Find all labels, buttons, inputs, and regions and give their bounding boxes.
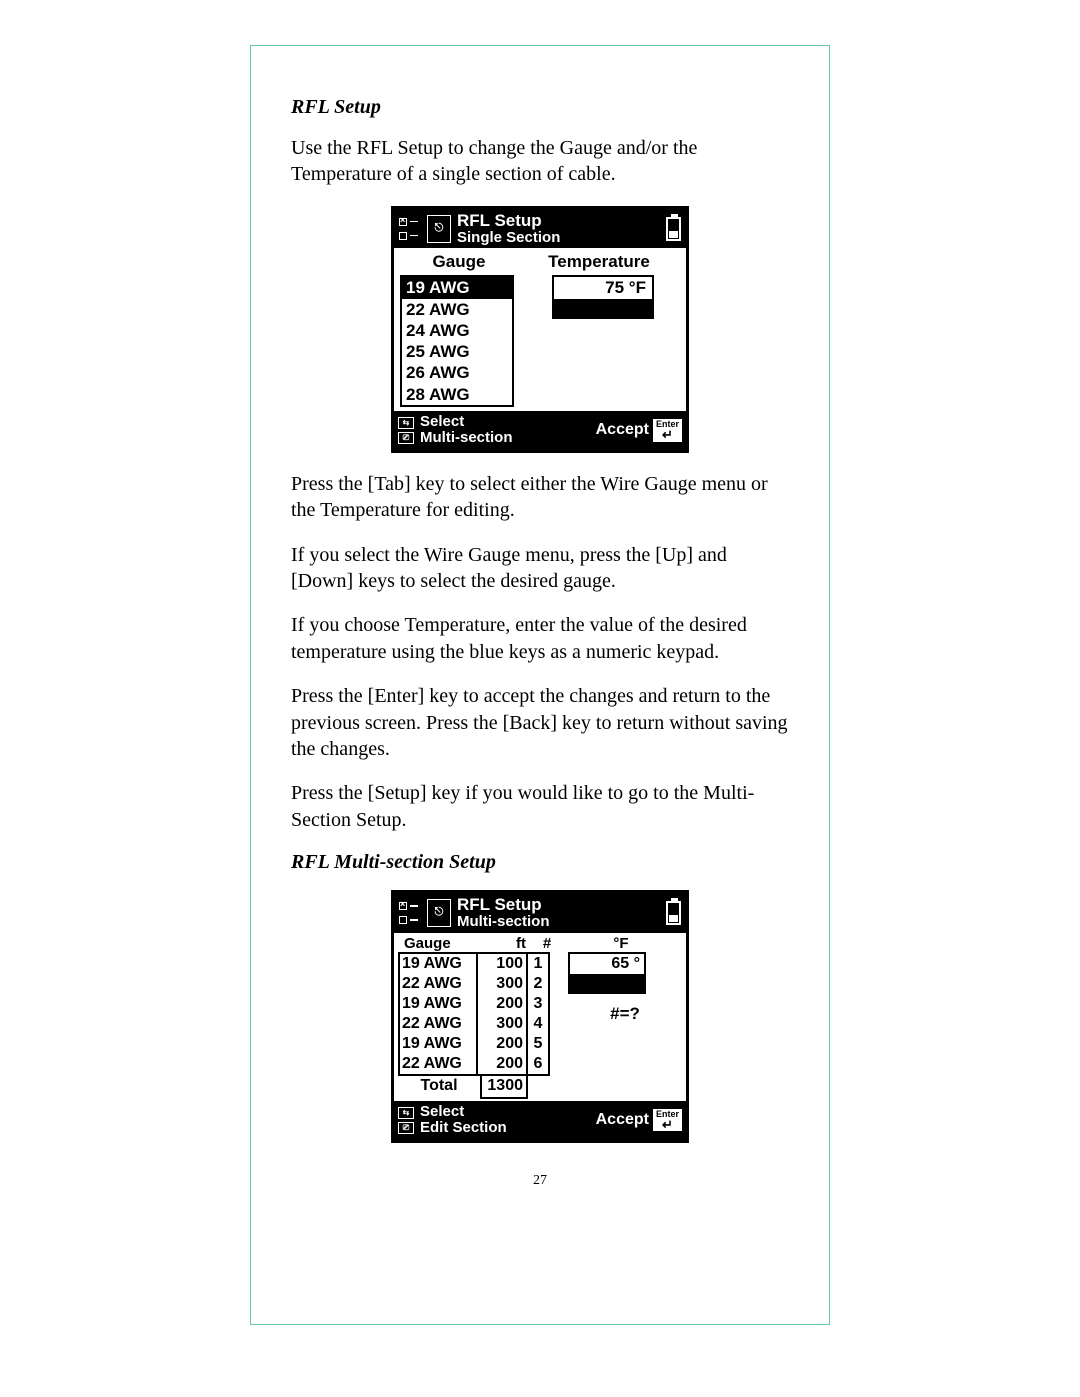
ms-table[interactable]: 19 AWG 100 1 22 AWG 300 2 19 AWG 200 <box>398 952 550 1076</box>
ms-gauge-header: Gauge <box>398 935 478 952</box>
table-row[interactable]: 22 AWG 200 6 <box>400 1054 548 1074</box>
gauge-list[interactable]: 19 AWG 22 AWG 24 AWG 25 AWG 26 AWG 28 AW… <box>400 275 514 407</box>
section2-heading: RFL Multi-section Setup <box>291 851 789 874</box>
section1-para4: Press the [Enter] key to accept the chan… <box>291 683 789 762</box>
section1-para1: Press the [Tab] key to select either the… <box>291 471 789 524</box>
gauge-item[interactable]: 26 AWG <box>402 362 512 383</box>
setup-icon: ⎋ <box>427 215 451 243</box>
section1-para2: If you select the Wire Gauge menu, press… <box>291 542 789 595</box>
footer-select-label: Select <box>420 414 513 431</box>
gauge-item[interactable]: 25 AWG <box>402 341 512 362</box>
total-label: Total <box>398 1076 480 1099</box>
lcd1-title2: Single Section <box>457 230 662 246</box>
table-row[interactable]: 19 AWG 200 5 <box>400 1034 548 1054</box>
ms-hint: #=? <box>568 1004 682 1024</box>
gauge-item[interactable]: 19 AWG <box>402 277 512 298</box>
section1-heading: RFL Setup <box>291 96 789 119</box>
table-row[interactable]: 19 AWG 200 3 <box>400 994 548 1014</box>
page-number: 27 <box>291 1173 789 1189</box>
connection-icon <box>399 899 423 927</box>
lcd2-title1: RFL Setup <box>457 896 662 914</box>
temperature-header: Temperature <box>518 252 680 272</box>
enter-key-icon: Enter ↵ <box>653 1109 682 1132</box>
ms-f-header: °F <box>560 935 682 952</box>
nav-icon: ⇆⎚ <box>398 1105 416 1135</box>
ms-temperature-field[interactable]: 65 ° <box>568 952 646 994</box>
lcd2-title2: Multi-section <box>457 914 662 930</box>
nav-icon: ⇆⎚ <box>398 415 416 445</box>
ms-ft-header: ft <box>478 935 534 952</box>
connection-icon <box>399 215 423 243</box>
section1-para5: Press the [Setup] key if you would like … <box>291 780 789 833</box>
footer-select-label: Select <box>420 1104 507 1121</box>
footer-editsection-label: Edit Section <box>420 1120 507 1137</box>
temperature-cursor <box>554 299 652 317</box>
battery-icon <box>666 217 681 241</box>
section1-intro: Use the RFL Setup to change the Gauge an… <box>291 135 789 188</box>
ms-num-header: # <box>534 935 560 952</box>
accept-label: Accept <box>596 421 649 439</box>
lcd1-footer: ⇆⎚ Select Multi-section Accept Enter ↵ <box>394 411 686 450</box>
ms-temperature-value: 65 ° <box>570 954 644 974</box>
ms-temperature-cursor <box>570 974 644 992</box>
footer-multisection-label: Multi-section <box>420 430 513 447</box>
temperature-value: 75 °F <box>554 277 652 299</box>
gauge-item[interactable]: 28 AWG <box>402 384 512 405</box>
temperature-field[interactable]: 75 °F <box>552 275 654 319</box>
lcd-single-section: ⎋ RFL Setup Single Section Gauge Tempera… <box>391 206 689 453</box>
lcd-multi-section: ⎋ RFL Setup Multi-section Gauge ft # °F … <box>391 890 689 1142</box>
battery-icon <box>666 901 681 925</box>
gauge-item[interactable]: 24 AWG <box>402 320 512 341</box>
total-value: 1300 <box>480 1076 528 1099</box>
setup-icon: ⎋ <box>427 899 451 927</box>
enter-key-icon: Enter ↵ <box>653 419 682 442</box>
page-border: RFL Setup Use the RFL Setup to change th… <box>250 45 830 1325</box>
lcd1-title1: RFL Setup <box>457 212 662 230</box>
lcd2-header: ⎋ RFL Setup Multi-section <box>394 893 686 933</box>
accept-label: Accept <box>596 1111 649 1129</box>
gauge-item[interactable]: 22 AWG <box>402 299 512 320</box>
section1-para3: If you choose Temperature, enter the val… <box>291 612 789 665</box>
lcd2-footer: ⇆⎚ Select Edit Section Accept Enter ↵ <box>394 1101 686 1140</box>
gauge-header: Gauge <box>400 252 518 272</box>
table-row[interactable]: 22 AWG 300 4 <box>400 1014 548 1034</box>
table-row[interactable]: 22 AWG 300 2 <box>400 974 548 994</box>
table-row[interactable]: 19 AWG 100 1 <box>400 954 548 974</box>
lcd1-header: ⎋ RFL Setup Single Section <box>394 209 686 249</box>
